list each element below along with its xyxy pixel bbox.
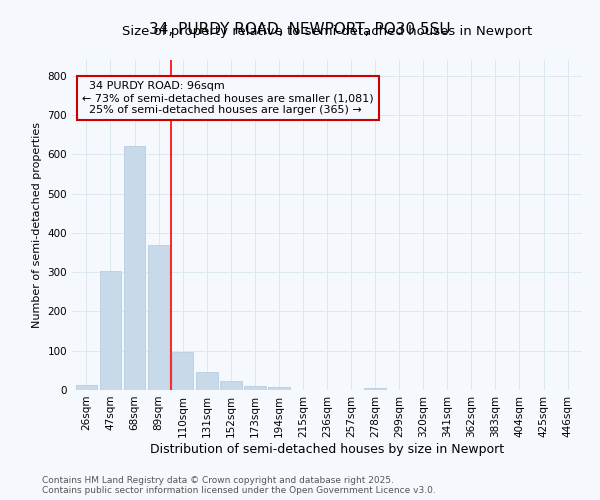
Bar: [244, 386, 266, 390]
Title: Size of property relative to semi-detached houses in Newport: Size of property relative to semi-detach…: [122, 25, 532, 38]
Bar: [196, 372, 218, 390]
Bar: [100, 272, 121, 390]
Bar: [172, 352, 193, 390]
Text: 34, PURDY ROAD, NEWPORT, PO30 5SU: 34, PURDY ROAD, NEWPORT, PO30 5SU: [149, 22, 451, 38]
Bar: [364, 388, 386, 390]
Text: 34 PURDY ROAD: 96sqm
← 73% of semi-detached houses are smaller (1,081)
  25% of : 34 PURDY ROAD: 96sqm ← 73% of semi-detac…: [82, 82, 374, 114]
Bar: [76, 384, 97, 390]
Y-axis label: Number of semi-detached properties: Number of semi-detached properties: [32, 122, 42, 328]
Bar: [124, 146, 145, 390]
Text: Contains HM Land Registry data © Crown copyright and database right 2025.
Contai: Contains HM Land Registry data © Crown c…: [42, 476, 436, 495]
Bar: [148, 244, 169, 390]
Bar: [268, 387, 290, 390]
Bar: [220, 382, 242, 390]
X-axis label: Distribution of semi-detached houses by size in Newport: Distribution of semi-detached houses by …: [150, 442, 504, 456]
